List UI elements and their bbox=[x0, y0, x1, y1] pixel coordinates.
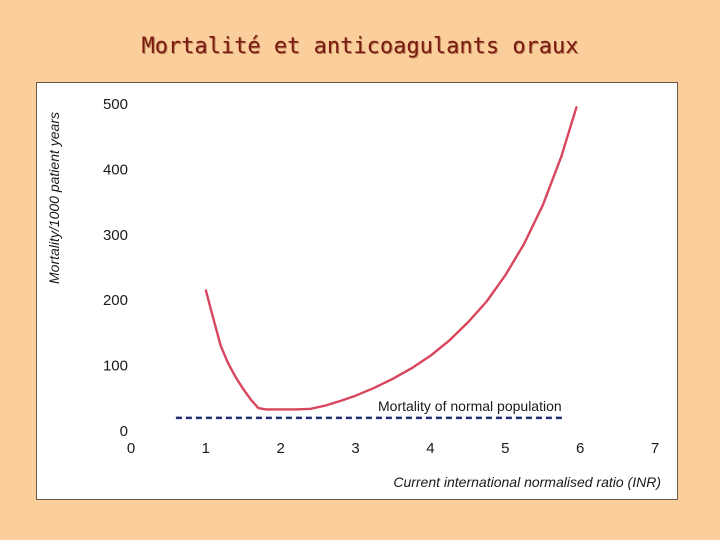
x-tick-label: 1 bbox=[202, 440, 210, 457]
normal-population-label: Mortality of normal population bbox=[378, 398, 562, 414]
x-tick-label: 3 bbox=[351, 440, 359, 457]
chart-frame: 0 100 200 300 400 500 0 1 2 3 4 5 6 7 Mortality/1000 … bbox=[36, 82, 678, 500]
x-tick-label: 6 bbox=[576, 440, 584, 457]
mortality-chart: 0 100 200 300 400 500 0 1 2 3 4 5 6 7 Mortality/1000 … bbox=[46, 96, 661, 490]
mortality-curve bbox=[204, 106, 578, 411]
y-axis-label: Mortality/1000 patient years bbox=[46, 112, 62, 284]
x-tick-label: 4 bbox=[426, 440, 434, 457]
x-tick-label: 7 bbox=[651, 440, 659, 457]
x-tick-label: 5 bbox=[501, 440, 509, 457]
x-tick-label: 0 bbox=[127, 440, 135, 457]
slide-title: Mortalité et anticoagulants oraux bbox=[141, 34, 579, 59]
y-tick-label: 300 bbox=[103, 227, 128, 244]
y-tick-label: 500 bbox=[103, 96, 128, 113]
y-tick-label: 400 bbox=[103, 161, 128, 178]
y-tick-label: 200 bbox=[103, 292, 128, 309]
y-tick-label: 0 bbox=[120, 423, 128, 440]
y-tick-label: 100 bbox=[103, 358, 128, 375]
x-axis-label: Current international normalised ratio (… bbox=[393, 474, 661, 490]
x-tick-label: 2 bbox=[277, 440, 285, 457]
